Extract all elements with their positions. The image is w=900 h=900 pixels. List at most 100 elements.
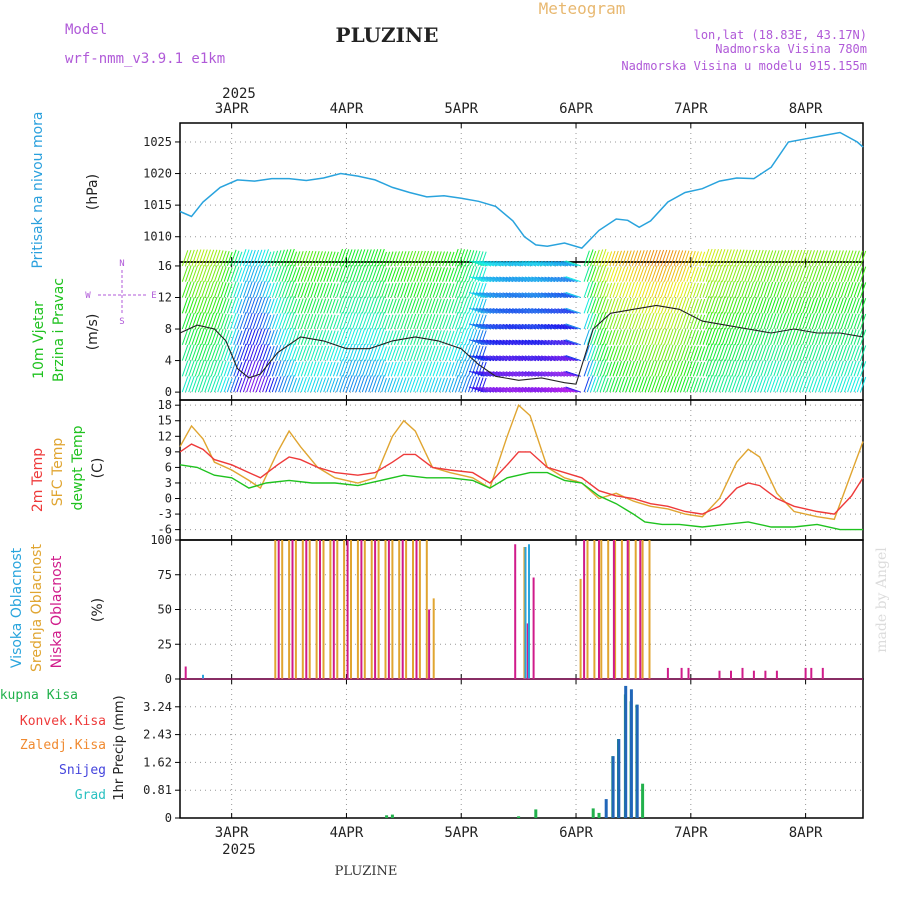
wind-barb (725, 265, 732, 282)
wind-barb (741, 249, 748, 267)
wind-barb (352, 312, 359, 330)
wind-barb (699, 283, 706, 298)
wind-barb (766, 376, 774, 393)
wind-barb (448, 362, 455, 377)
wind-barb (400, 282, 407, 298)
wind-barb (442, 361, 449, 377)
wind-barb (442, 377, 449, 393)
wind-barb (310, 377, 317, 393)
wind-barb (618, 345, 626, 361)
wind-barb (188, 328, 195, 345)
wind-barb (766, 281, 774, 298)
wind-barb (770, 344, 777, 361)
wind-barb (313, 345, 320, 361)
wind-barb (670, 360, 677, 377)
wind-barb (647, 344, 655, 361)
wind-barb (384, 330, 391, 345)
wind-barb (673, 344, 680, 361)
wind-barb (284, 359, 292, 377)
y-tick-label: 0.81 (143, 783, 172, 797)
wind-barb (204, 249, 211, 267)
wind-barb (802, 313, 809, 330)
wind-barb (278, 328, 285, 345)
wind-barb (757, 297, 764, 314)
temp-label-3: dewpt Temp (70, 425, 86, 510)
wind-barb (512, 292, 527, 298)
wind-barb (246, 360, 253, 377)
wind-barb (438, 251, 445, 267)
wind-barb (236, 251, 243, 267)
wind-barb (827, 376, 835, 393)
wind-barb (593, 281, 600, 298)
wind-barb (400, 361, 407, 377)
wind-barb (419, 298, 426, 314)
wind-barb (596, 375, 604, 393)
wind-barb (275, 250, 282, 267)
wind-barb (760, 297, 767, 314)
wind-barb (223, 282, 230, 298)
wind-barb (728, 343, 735, 361)
wind-barb (782, 250, 790, 267)
wind-barb (757, 313, 764, 330)
y-tick-label: 0 (165, 672, 172, 686)
wind-barb (853, 282, 860, 298)
wind-barb (728, 359, 735, 377)
wind-barb (262, 343, 269, 361)
wind-barb (281, 280, 289, 298)
wind-barb (550, 371, 565, 377)
wind-barb (696, 251, 703, 267)
wind-barb (860, 376, 867, 393)
wind-barb (281, 249, 289, 267)
wind-barb (628, 329, 635, 345)
wind-barb (297, 282, 304, 298)
wind-barb (609, 266, 616, 282)
wind-barb (303, 250, 311, 267)
wind-barb (297, 298, 304, 314)
wind-barb (696, 282, 703, 298)
wind-barb (850, 376, 857, 393)
wind-barb (320, 330, 327, 345)
wind-barb (307, 345, 314, 361)
wind-barb (808, 297, 815, 314)
wind-barb (612, 250, 619, 267)
temp-label-1: 2m Temp (30, 448, 46, 512)
wind-barb (834, 281, 841, 298)
wind-barb (667, 297, 674, 314)
wind-barb (705, 343, 713, 361)
wind-barb (850, 329, 857, 345)
wind-barb (760, 250, 767, 267)
wind-barb (239, 296, 247, 314)
wind-barb (482, 355, 498, 362)
wind-barb (384, 377, 391, 393)
wind-barb (686, 345, 693, 361)
wind-barb (590, 377, 597, 393)
wind-barb (824, 313, 831, 330)
wind-barb (236, 346, 243, 361)
wind-barb (773, 297, 780, 314)
cloud-label-1: Visoka Oblacnost (9, 547, 25, 668)
wind-barb (741, 312, 748, 330)
wind-barb (475, 307, 492, 314)
wind-barb (644, 281, 652, 298)
wind-barb (471, 297, 478, 314)
wind-barb (464, 265, 472, 282)
wind-barb (242, 328, 250, 345)
wind-barb (811, 297, 819, 314)
wind-barb (753, 344, 761, 361)
wind-barb (779, 328, 787, 345)
wind-barb (702, 280, 710, 298)
wind-barb (837, 297, 844, 314)
wind-barb (815, 281, 822, 298)
wind-barb (475, 339, 492, 346)
wind-barb (489, 308, 504, 314)
wind-barb (563, 355, 578, 362)
wind-barb (345, 359, 353, 377)
wind-barb (492, 355, 508, 362)
wind-barb (590, 282, 597, 298)
wind-barb (489, 276, 504, 283)
wind-barb (220, 376, 227, 393)
wind-barb (808, 328, 815, 345)
wind-barb (393, 330, 400, 345)
wind-barb (638, 265, 645, 282)
wind-barb (860, 266, 867, 282)
